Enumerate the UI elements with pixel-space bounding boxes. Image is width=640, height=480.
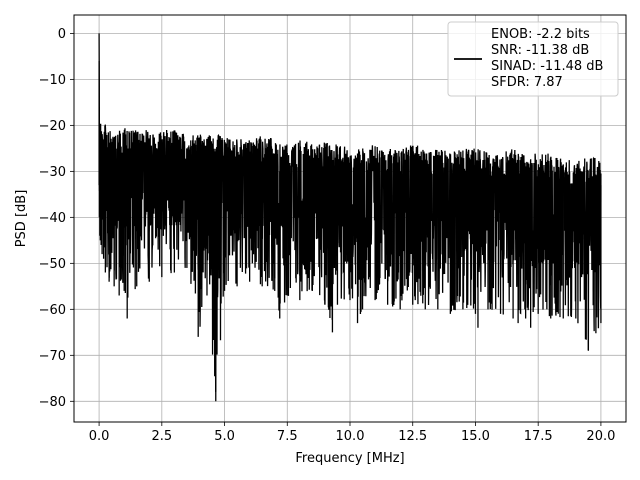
x-tick-label: 12.5	[398, 429, 427, 444]
y-tick-label: −80	[39, 395, 66, 410]
x-axis-title: Frequency [MHz]	[295, 451, 404, 466]
y-tick-label: −70	[39, 349, 66, 364]
tick-layer: 0.0 2.5 5.0 7.5 10.0 12.5 15.0 17.5 20.0 0 −10 −20 −…	[39, 27, 616, 444]
legend-snr: SNR: -11.38 dB	[491, 43, 589, 58]
legend: ENOB: -2.2 bits SNR: -11.38 dB SINAD: -1…	[447, 21, 619, 97]
y-axis-title: PSD [dB]	[14, 190, 29, 248]
y-tick-label: −50	[39, 257, 66, 272]
y-tick-label: 0	[58, 27, 66, 42]
y-tick-label: −10	[39, 73, 66, 88]
legend-enob: ENOB: -2.2 bits	[491, 27, 590, 42]
legend-box	[447, 21, 619, 97]
y-tick-label: −20	[39, 119, 66, 134]
series-layer	[98, 33, 602, 402]
x-tick-label: 17.5	[524, 429, 553, 444]
x-tick-label: 15.0	[461, 429, 490, 444]
x-tick-label: 2.5	[151, 429, 172, 444]
x-tick-label: 5.0	[214, 429, 235, 444]
y-tick-label: −40	[39, 211, 66, 226]
y-tick-label: −60	[39, 303, 66, 318]
x-tick-label: 0.0	[89, 429, 110, 444]
legend-sfdr: SFDR: 7.87	[491, 75, 563, 90]
x-tick-label: 7.5	[277, 429, 298, 444]
legend-sinad: SINAD: -11.48 dB	[491, 59, 603, 74]
y-tick-label: −30	[39, 165, 66, 180]
x-tick-label: 20.0	[586, 429, 615, 444]
x-tick-label: 10.0	[336, 429, 365, 444]
